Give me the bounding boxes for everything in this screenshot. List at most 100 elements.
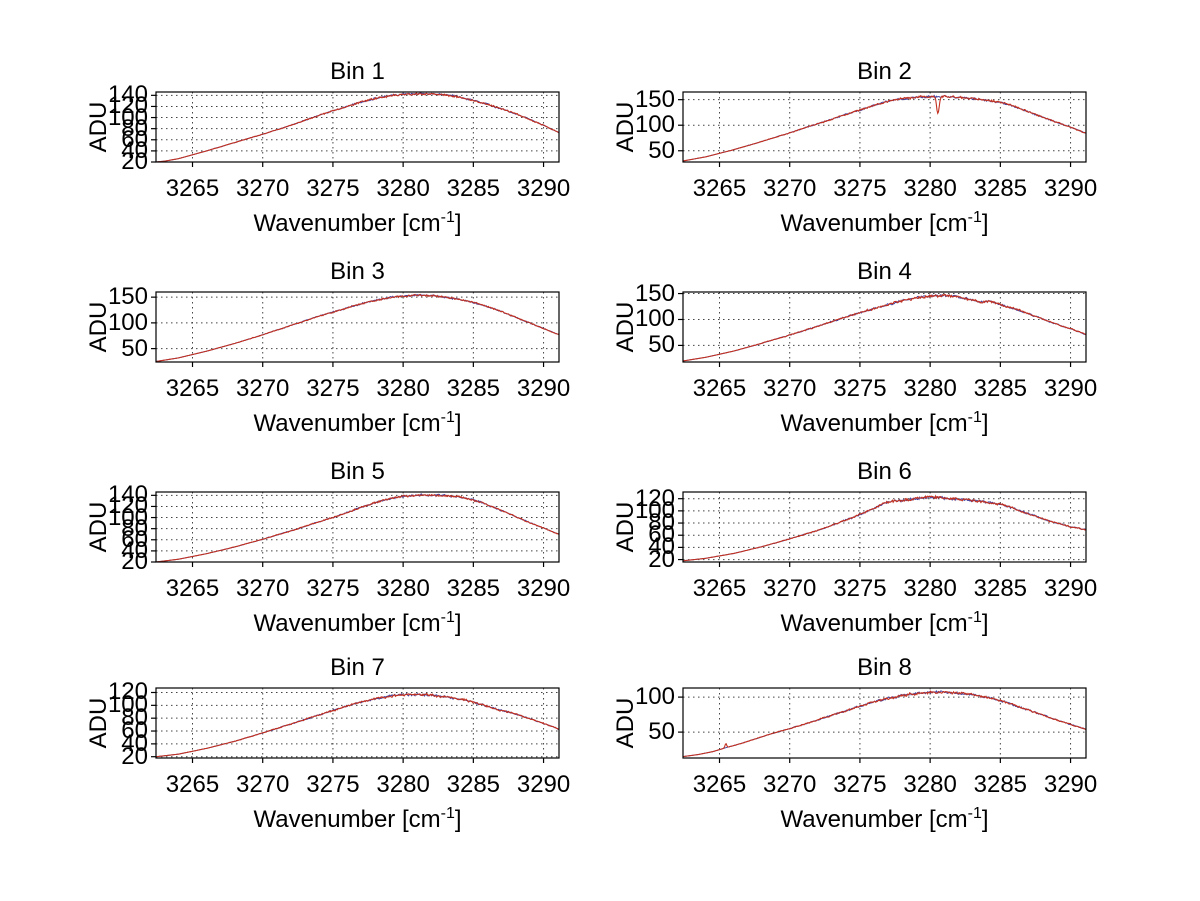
y-tick-label: 50 (121, 334, 148, 362)
x-tick-label: 3280 (376, 575, 430, 602)
x-tick-label: 3290 (1043, 575, 1098, 602)
y-axis-label: ADU (612, 697, 639, 749)
axis-frame (155, 291, 560, 363)
subplot-title: Bin 1 (330, 58, 385, 85)
spectrum-trace-red (682, 690, 1087, 758)
y-tick-label: 80 (121, 514, 148, 542)
x-axis-label: Wavenumber [cm-1] (228, 609, 488, 638)
x-tick-label: 3285 (446, 375, 501, 402)
x-tick-label: 3275 (306, 375, 360, 402)
plot-area (151, 291, 560, 367)
x-axis-label: Wavenumber [cm-1] (755, 805, 1015, 834)
x-axis-label-text: Wavenumber [cm (253, 806, 441, 833)
x-tick-label: 3265 (692, 375, 747, 402)
x-axis-label-close: ] (981, 210, 989, 237)
y-tick-label: 40 (121, 136, 148, 164)
x-tick-label: 3285 (973, 575, 1028, 602)
gridlines (683, 92, 1086, 162)
x-tick-label: 3270 (236, 575, 290, 602)
x-axis-label-close: ] (454, 210, 462, 237)
y-tick-label: 120 (107, 678, 148, 706)
plot-area (678, 91, 1087, 167)
x-tick-label: 3285 (446, 771, 501, 798)
y-tick-label: 100 (107, 103, 148, 131)
plot-area (151, 491, 560, 567)
x-axis-label-text: Wavenumber [cm (253, 610, 441, 637)
tick-marks (678, 292, 1072, 367)
y-tick-label: 150 (634, 85, 675, 113)
y-tick-label: 120 (634, 484, 675, 512)
x-axis-label-close: ] (454, 806, 462, 833)
x-axis-label-text: Wavenumber [cm (780, 806, 968, 833)
axis-frame (682, 687, 1087, 759)
y-tick-label: 150 (634, 279, 675, 307)
x-axis-label-sup: -1 (967, 805, 982, 822)
y-tick-label: 50 (648, 718, 675, 746)
x-tick-label: 3280 (376, 771, 430, 798)
x-tick-label: 3290 (516, 771, 571, 798)
subplot-title: Bin 8 (857, 654, 912, 681)
spectrum-trace-red (155, 92, 560, 163)
x-tick-label: 3275 (833, 375, 887, 402)
x-tick-label: 3265 (692, 771, 747, 798)
x-tick-label: 3270 (763, 175, 817, 202)
x-tick-label: 3290 (1043, 175, 1098, 202)
x-tick-label: 3280 (376, 375, 430, 402)
y-tick-label: 100 (634, 683, 675, 711)
x-tick-label: 3275 (833, 175, 887, 202)
x-tick-label: 3285 (446, 575, 501, 602)
y-tick-label: 100 (634, 111, 675, 139)
x-tick-label: 3285 (973, 771, 1028, 798)
y-tick-label: 100 (634, 305, 675, 333)
y-tick-label: 20 (121, 148, 148, 175)
x-tick-label: 3270 (763, 771, 817, 798)
x-tick-label: 3265 (165, 575, 220, 602)
x-tick-label: 3290 (516, 575, 571, 602)
y-tick-label: 80 (648, 509, 675, 537)
subplot-title: Bin 2 (857, 58, 912, 85)
x-axis-label-sup: -1 (440, 805, 455, 822)
x-tick-label: 3275 (306, 175, 360, 202)
x-axis-label: Wavenumber [cm-1] (755, 609, 1015, 638)
y-axis-label: ADU (85, 501, 112, 553)
x-tick-label: 3280 (903, 771, 957, 798)
subplot-title: Bin 6 (857, 458, 912, 485)
x-axis-label-sup: -1 (967, 209, 982, 226)
x-axis-label-close: ] (981, 610, 989, 637)
x-tick-label: 3290 (1043, 375, 1098, 402)
x-axis-label-close: ] (981, 410, 989, 437)
x-tick-label: 3270 (763, 375, 817, 402)
y-axis-label: ADU (612, 101, 639, 153)
y-tick-label: 20 (648, 545, 675, 573)
x-tick-label: 3285 (446, 175, 501, 202)
gridlines (156, 92, 559, 162)
gridlines (156, 292, 559, 362)
y-tick-label: 60 (121, 125, 148, 153)
y-tick-label: 100 (634, 496, 675, 524)
spectrum-trace-red (682, 95, 1087, 162)
y-axis-label: ADU (612, 501, 639, 553)
plot-area (678, 291, 1087, 367)
x-tick-label: 3270 (763, 575, 817, 602)
axis-frame (155, 91, 560, 163)
y-tick-label: 100 (107, 503, 148, 531)
x-axis-label-text: Wavenumber [cm (780, 210, 968, 237)
x-axis-label: Wavenumber [cm-1] (228, 209, 488, 238)
x-axis-label-close: ] (981, 806, 989, 833)
x-axis-label: Wavenumber [cm-1] (755, 409, 1015, 438)
x-axis-label-close: ] (454, 610, 462, 637)
x-tick-label: 3265 (165, 375, 220, 402)
plot-area (151, 91, 560, 167)
x-tick-label: 3280 (903, 175, 957, 202)
x-tick-label: 3290 (1043, 771, 1098, 798)
spectrum-trace-blue (682, 689, 1087, 758)
gridlines (683, 492, 1086, 562)
y-tick-label: 140 (107, 481, 148, 509)
axis-frame (682, 491, 1087, 563)
x-axis-label-sup: -1 (440, 609, 455, 626)
plot-area (151, 687, 560, 763)
y-axis-label: ADU (85, 301, 112, 353)
y-axis-label: ADU (85, 101, 112, 153)
tick-marks (678, 99, 1072, 167)
